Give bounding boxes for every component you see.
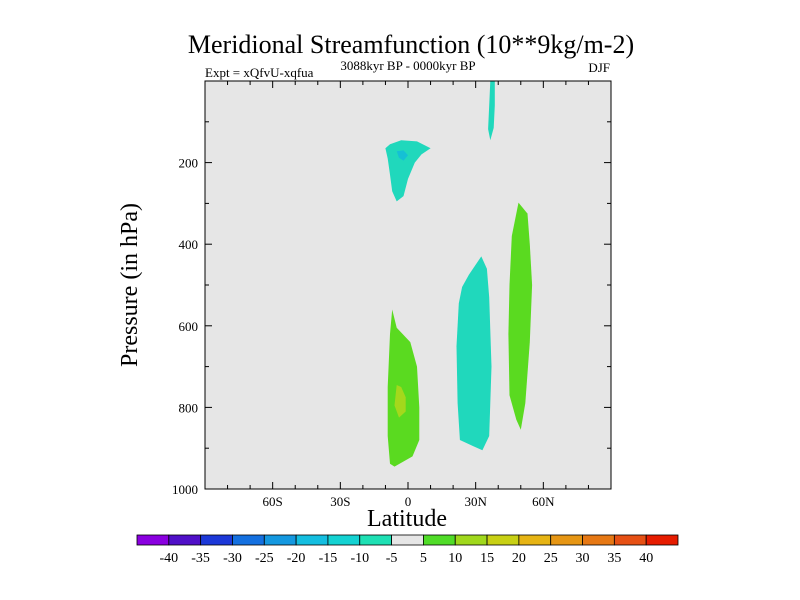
colorbar-swatch: [263, 534, 297, 546]
y-tick-label: 1000: [172, 482, 198, 497]
colorbar-label: -15: [319, 551, 338, 566]
time-range-label: 3088kyr BP - 0000kyr BP: [340, 58, 475, 73]
experiment-label: Expt = xQfvU-xqfua: [205, 65, 314, 80]
colorbar-labels: -40 -35 -30 -25 -20 -15 -10 -5 5 10 15 20 25 30 35 40: [159, 551, 653, 566]
colorbar-label: 40: [639, 551, 653, 566]
colorbar-label: 35: [607, 551, 621, 566]
region-neg-upper-core: [396, 150, 408, 161]
y-tick-label: 600: [179, 319, 199, 334]
y-axis-label: Pressure (in hPa): [117, 203, 143, 367]
x-tick-label: 60S: [263, 494, 283, 509]
region-neg-upper-tropics: [385, 140, 431, 202]
colorbar-swatch: [454, 534, 488, 546]
x-axis-label: Latitude: [367, 506, 447, 532]
y-tick-label: 800: [179, 400, 199, 415]
colorbar-swatch: [423, 534, 456, 546]
colorbar-label: -25: [255, 551, 274, 566]
colorbar-label: -5: [386, 551, 398, 566]
x-tick-label: 0: [405, 494, 412, 509]
colorbar-label: -10: [350, 551, 369, 566]
colorbar-label: 5: [420, 551, 427, 566]
colorbar-label: 15: [480, 551, 494, 566]
colorbar-swatch: [327, 534, 361, 546]
y-tick-label: 200: [179, 156, 199, 171]
colorbar-swatch: [168, 534, 202, 546]
colorbar-swatch: [295, 534, 329, 546]
colorbar-label: -20: [287, 551, 306, 566]
colorbar-swatch: [391, 534, 424, 546]
contour-regions: [385, 81, 533, 467]
colorbar-label: -40: [159, 551, 178, 566]
colorbar-swatch: [136, 534, 170, 546]
colorbar-swatch: [359, 534, 392, 546]
x-tick-label: 60N: [532, 494, 555, 509]
region-pos-midlat-cell: [508, 202, 533, 430]
colorbar-label: 10: [448, 551, 462, 566]
axis-ticks: [205, 81, 611, 490]
colorbar: [136, 534, 679, 546]
region-pos-tropical-core: [394, 385, 406, 418]
region-neg-midlat-cell: [456, 256, 492, 451]
x-tick-label: 30S: [330, 494, 350, 509]
colorbar-swatch: [613, 534, 647, 546]
region-neg-upper-streak: [488, 81, 495, 141]
colorbar-label: -35: [191, 551, 210, 566]
colorbar-label: 25: [544, 551, 558, 566]
region-pos-tropical-cell: [387, 309, 420, 467]
colorbar-swatch: [232, 534, 265, 546]
colorbar-swatch: [550, 534, 583, 546]
axis-tick-labels: 60S 30S 0 30N 60N 200 400 600 800 1000: [172, 156, 555, 509]
colorbar-label: 30: [576, 551, 590, 566]
x-tick-label: 30N: [464, 494, 487, 509]
colorbar-swatch: [518, 534, 552, 546]
colorbar-swatch: [486, 534, 520, 546]
colorbar-swatch: [200, 534, 233, 546]
colorbar-label: -30: [223, 551, 242, 566]
y-tick-label: 400: [179, 237, 199, 252]
colorbar-swatch: [645, 534, 679, 546]
season-label: DJF: [588, 60, 610, 75]
chart-title: Meridional Streamfunction (10**9kg/m-2): [188, 30, 634, 59]
colorbar-swatch: [582, 534, 615, 546]
colorbar-label: 20: [512, 551, 526, 566]
